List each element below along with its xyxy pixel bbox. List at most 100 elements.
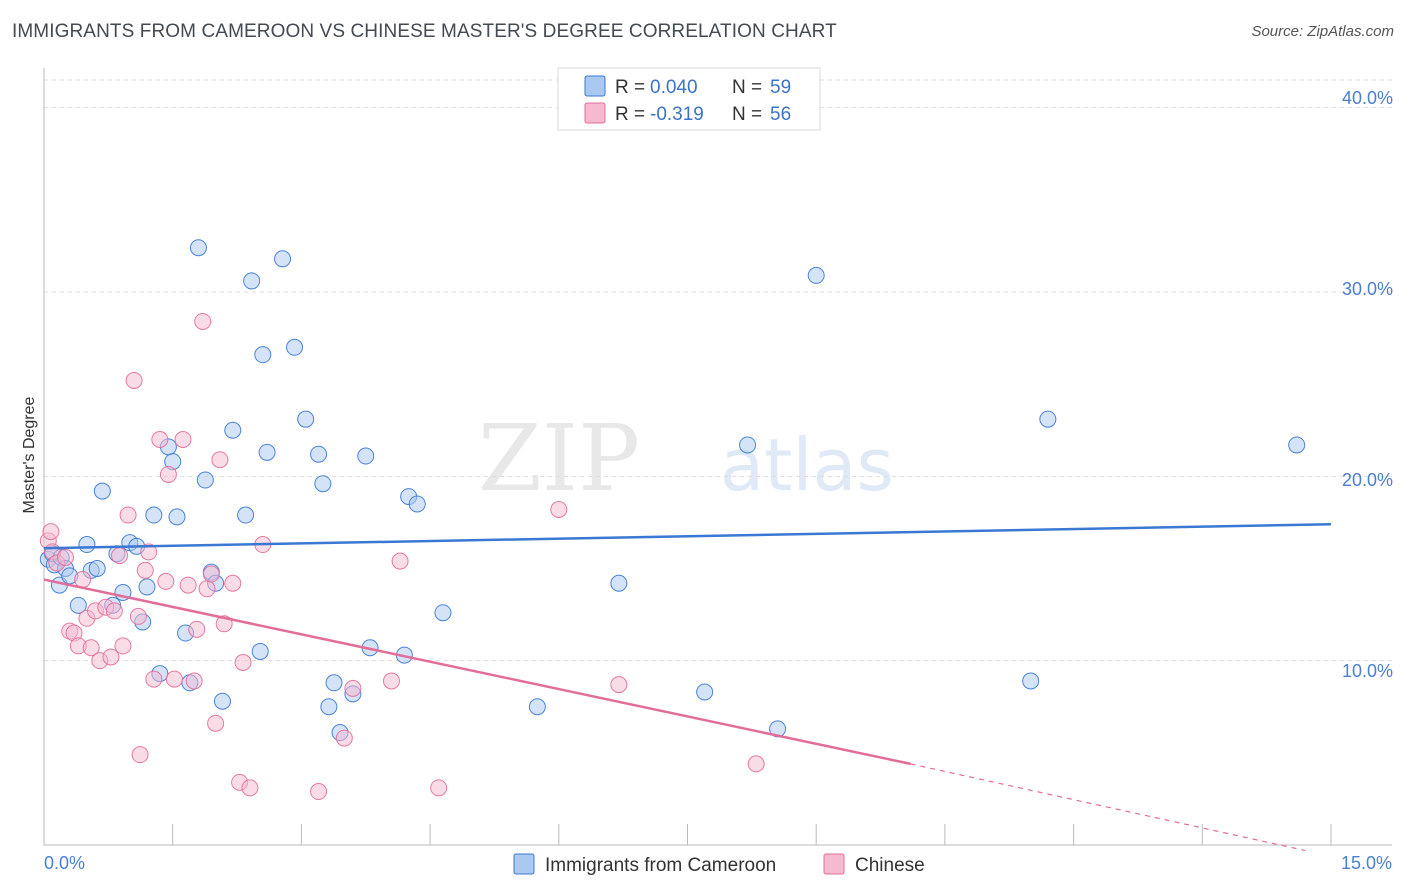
y-axis-title: Master's Degree bbox=[21, 396, 38, 513]
watermark-zip: ZIP bbox=[478, 405, 640, 512]
chinese-point-51 bbox=[610, 676, 628, 694]
legend-n-label-2: N = bbox=[732, 104, 762, 125]
cameroon-point-46 bbox=[357, 447, 375, 465]
cameroon-point-19 bbox=[145, 506, 163, 524]
chinese-point-45 bbox=[335, 729, 353, 747]
chinese-point-41 bbox=[234, 654, 252, 672]
legend-n-value-2: 56 bbox=[770, 104, 791, 125]
cameroon-point-37 bbox=[274, 250, 292, 268]
cameroon-point-50 bbox=[408, 495, 426, 513]
chinese-point-46 bbox=[344, 679, 362, 697]
chinese-point-24 bbox=[145, 670, 163, 688]
legend-swatch-cameroon bbox=[584, 75, 606, 97]
cameroon-point-41 bbox=[314, 475, 332, 493]
cameroon-point-40 bbox=[310, 445, 328, 463]
cameroon-point-60 bbox=[1288, 436, 1306, 454]
cameroon-point-10 bbox=[88, 559, 106, 577]
chinese-point-44 bbox=[310, 783, 328, 801]
bottom-legend-label-chinese: Chinese bbox=[855, 855, 925, 876]
chinese-point-37 bbox=[211, 451, 229, 469]
chinese-point-20 bbox=[129, 607, 147, 625]
legend-r-label-2: R = bbox=[615, 104, 645, 125]
trend-lines bbox=[43, 523, 1332, 852]
cameroon-point-26 bbox=[189, 239, 207, 257]
chinese-point-29 bbox=[174, 430, 192, 448]
y-tick-label-30: 30.0% bbox=[1342, 279, 1393, 299]
gridlines bbox=[44, 79, 1392, 662]
cameroon-point-27 bbox=[196, 471, 214, 489]
legend-swatch-chinese bbox=[584, 102, 606, 124]
cameroon-point-52 bbox=[528, 698, 546, 716]
cameroon-point-18 bbox=[138, 578, 156, 596]
chinese-point-27 bbox=[159, 465, 177, 483]
chinese-point-52 bbox=[747, 755, 765, 773]
chinese-point-8 bbox=[74, 571, 92, 589]
cameroon-point-54 bbox=[696, 683, 714, 701]
cameroon-point-23 bbox=[168, 508, 186, 526]
cameroon-point-59 bbox=[1039, 410, 1057, 428]
cameroon-point-53 bbox=[610, 574, 628, 592]
cameroon-point-51 bbox=[434, 604, 452, 622]
cameroon-point-39 bbox=[297, 410, 315, 428]
legend-r-label-1: R = bbox=[615, 77, 645, 98]
chinese-point-1 bbox=[42, 523, 60, 541]
chinese-point-23 bbox=[140, 543, 158, 561]
trend-line-cameroon bbox=[43, 523, 1332, 550]
cameroon-point-7 bbox=[69, 596, 87, 614]
source-note: Source: ZipAtlas.com bbox=[1251, 23, 1394, 40]
chinese-point-48 bbox=[391, 552, 409, 570]
chinese-point-49 bbox=[430, 779, 448, 797]
y-tick-label-40: 40.0% bbox=[1342, 88, 1393, 108]
cameroon-point-38 bbox=[286, 338, 304, 356]
chinese-point-26 bbox=[157, 572, 175, 590]
legend-r-value-2: -0.319 bbox=[650, 104, 704, 125]
y-tick-label-20: 20.0% bbox=[1342, 470, 1393, 490]
cameroon-point-58 bbox=[1022, 672, 1040, 690]
legend-n-value-1: 59 bbox=[770, 77, 791, 98]
watermark-atlas: atlas bbox=[720, 423, 894, 507]
trend-line-chinese bbox=[43, 578, 911, 766]
cameroon-point-30 bbox=[213, 692, 231, 710]
chinese-point-18 bbox=[119, 506, 137, 524]
chinese-point-4 bbox=[56, 548, 74, 566]
legend-n-label-1: N = bbox=[732, 77, 762, 98]
series-legend: Immigrants from Cameroon Chinese bbox=[513, 853, 925, 876]
chinese-point-16 bbox=[111, 547, 129, 565]
cameroon-point-33 bbox=[243, 272, 261, 290]
y-tick-label-10: 10.0% bbox=[1342, 661, 1393, 681]
cameroon-point-42 bbox=[325, 674, 343, 692]
chinese-point-47 bbox=[382, 672, 400, 690]
chinese-point-32 bbox=[188, 620, 206, 638]
cameroon-point-8 bbox=[78, 536, 96, 554]
chinese-point-31 bbox=[185, 672, 203, 690]
chinese-point-21 bbox=[131, 746, 149, 764]
cameroon-point-34 bbox=[251, 642, 269, 660]
cameroon-point-32 bbox=[237, 506, 255, 524]
x-tick-label-min: 0.0% bbox=[44, 853, 85, 873]
cameroon-point-11 bbox=[93, 482, 111, 500]
stats-legend: R = 0.040 N = 59 R = -0.319 N = 56 bbox=[557, 67, 821, 131]
chinese-point-22 bbox=[136, 561, 154, 579]
series-cameroon-points bbox=[39, 239, 1306, 742]
cameroon-point-36 bbox=[258, 443, 276, 461]
bottom-legend-label-cameroon: Immigrants from Cameroon bbox=[545, 855, 776, 876]
chinese-point-10 bbox=[82, 639, 100, 657]
cameroon-point-57 bbox=[807, 266, 825, 284]
bottom-legend-swatch-cameroon bbox=[513, 853, 535, 875]
chinese-point-30 bbox=[179, 576, 197, 594]
bottom-legend-swatch-chinese bbox=[823, 853, 845, 875]
axes bbox=[43, 68, 1392, 846]
chinese-point-14 bbox=[102, 648, 120, 666]
chinese-point-15 bbox=[105, 602, 123, 620]
cameroon-point-31 bbox=[224, 421, 242, 439]
chinese-point-42 bbox=[241, 779, 259, 797]
chinese-point-19 bbox=[125, 371, 143, 389]
legend-r-value-1: 0.040 bbox=[650, 77, 698, 98]
series-chinese-points bbox=[39, 312, 765, 801]
x-tick-label-max: 15.0% bbox=[1341, 853, 1392, 873]
chinese-point-28 bbox=[165, 670, 183, 688]
cameroon-point-43 bbox=[320, 698, 338, 716]
chart-title: IMMIGRANTS FROM CAMEROON VS CHINESE MAST… bbox=[12, 21, 837, 42]
chinese-point-35 bbox=[202, 565, 220, 583]
